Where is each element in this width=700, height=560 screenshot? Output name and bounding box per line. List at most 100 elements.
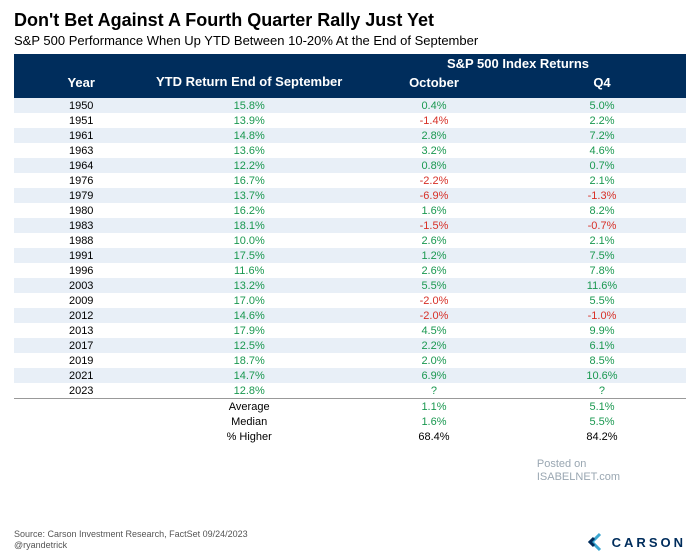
cell-year: 2019 (14, 353, 148, 368)
cell-ytd: 15.8% (148, 98, 350, 113)
cell-q4: 8.2% (518, 203, 686, 218)
cell-oct: -1.4% (350, 113, 518, 128)
table-row: 197616.7%-2.2%2.1% (14, 173, 686, 188)
cell-q4: 7.2% (518, 128, 686, 143)
cell-q4: 2.2% (518, 113, 686, 128)
cell-oct: -2.2% (350, 173, 518, 188)
cell-ytd: 16.7% (148, 173, 350, 188)
cell-year: 1976 (14, 173, 148, 188)
cell-year: 2021 (14, 368, 148, 383)
cell-q4: 7.8% (518, 263, 686, 278)
table-row: 199117.5%1.2%7.5% (14, 248, 686, 263)
cell-ytd: 18.1% (148, 218, 350, 233)
table-row: 201317.9%4.5%9.9% (14, 323, 686, 338)
table-row: 201918.7%2.0%8.5% (14, 353, 686, 368)
table-row: 195015.8%0.4%5.0% (14, 98, 686, 113)
cell-year: 2012 (14, 308, 148, 323)
summary-label: Average (148, 399, 350, 415)
cell-year: 1963 (14, 143, 148, 158)
cell-oct: 1.2% (350, 248, 518, 263)
cell-year: 1961 (14, 128, 148, 143)
carson-logo: CARSON (586, 532, 686, 552)
cell-q4: 8.5% (518, 353, 686, 368)
column-header-ytd: YTD Return End of September (148, 71, 350, 98)
table-row: 200313.2%5.5%11.6% (14, 278, 686, 293)
cell-q4: 10.6% (518, 368, 686, 383)
cell-year: 2017 (14, 338, 148, 353)
cell-year: 1991 (14, 248, 148, 263)
cell-q4: -0.7% (518, 218, 686, 233)
column-header-q4: Q4 (518, 71, 686, 98)
summary-q4: 5.5% (518, 414, 686, 429)
summary-q4: 5.1% (518, 399, 686, 415)
cell-ytd: 12.5% (148, 338, 350, 353)
cell-oct: 5.5% (350, 278, 518, 293)
cell-oct: 4.5% (350, 323, 518, 338)
table-row: 198810.0%2.6%2.1% (14, 233, 686, 248)
cell-ytd: 10.0% (148, 233, 350, 248)
chart-title: Don't Bet Against A Fourth Quarter Rally… (14, 10, 686, 31)
cell-oct: 0.8% (350, 158, 518, 173)
cell-ytd: 14.6% (148, 308, 350, 323)
chart-subtitle: S&P 500 Performance When Up YTD Between … (14, 33, 686, 48)
cell-year: 1980 (14, 203, 148, 218)
table-row: 202114.7%6.9%10.6% (14, 368, 686, 383)
cell-oct: 2.0% (350, 353, 518, 368)
cell-year: 1979 (14, 188, 148, 203)
summary-row: % Higher68.4%84.2% (14, 429, 686, 444)
cell-ytd: 18.7% (148, 353, 350, 368)
cell-oct: 2.6% (350, 233, 518, 248)
cell-q4: -1.0% (518, 308, 686, 323)
summary-row: Median1.6%5.5% (14, 414, 686, 429)
cell-q4: 9.9% (518, 323, 686, 338)
cell-ytd: 16.2% (148, 203, 350, 218)
cell-q4: ? (518, 383, 686, 399)
cell-oct: -2.0% (350, 308, 518, 323)
cell-year: 2013 (14, 323, 148, 338)
cell-oct: 3.2% (350, 143, 518, 158)
cell-oct: 6.9% (350, 368, 518, 383)
cell-q4: 0.7% (518, 158, 686, 173)
cell-oct: 1.6% (350, 203, 518, 218)
source-line2: @ryandetrick (14, 540, 248, 552)
cell-year: 1983 (14, 218, 148, 233)
cell-ytd: 13.6% (148, 143, 350, 158)
table-row: 196313.6%3.2%4.6% (14, 143, 686, 158)
table-row: 201712.5%2.2%6.1% (14, 338, 686, 353)
cell-ytd: 12.8% (148, 383, 350, 399)
watermark-line2: ISABELNET.com (537, 471, 620, 484)
table-row: 202312.8%?? (14, 383, 686, 399)
cell-ytd: 12.2% (148, 158, 350, 173)
source-line1: Source: Carson Investment Research, Fact… (14, 529, 248, 541)
cell-year: 1950 (14, 98, 148, 113)
carson-logo-text: CARSON (612, 535, 686, 550)
cell-ytd: 17.0% (148, 293, 350, 308)
table-row: 196114.8%2.8%7.2% (14, 128, 686, 143)
summary-label: % Higher (148, 429, 350, 444)
summary-label: Median (148, 414, 350, 429)
cell-q4: 6.1% (518, 338, 686, 353)
cell-year: 1964 (14, 158, 148, 173)
cell-ytd: 17.9% (148, 323, 350, 338)
summary-q4: 84.2% (518, 429, 686, 444)
watermark-line1: Posted on (537, 458, 620, 471)
cell-q4: 5.0% (518, 98, 686, 113)
cell-ytd: 17.5% (148, 248, 350, 263)
column-super-header: S&P 500 Index Returns (350, 54, 686, 71)
column-header-year: Year (14, 71, 148, 98)
cell-q4: 5.5% (518, 293, 686, 308)
cell-ytd: 13.9% (148, 113, 350, 128)
summary-oct: 1.6% (350, 414, 518, 429)
table-row: 195113.9%-1.4%2.2% (14, 113, 686, 128)
cell-year: 2003 (14, 278, 148, 293)
cell-year: 1951 (14, 113, 148, 128)
cell-oct: -1.5% (350, 218, 518, 233)
cell-year: 1996 (14, 263, 148, 278)
column-header-october: October (350, 71, 518, 98)
summary-row: Average1.1%5.1% (14, 399, 686, 415)
cell-ytd: 13.2% (148, 278, 350, 293)
table-row: 200917.0%-2.0%5.5% (14, 293, 686, 308)
table-row: 196412.2%0.8%0.7% (14, 158, 686, 173)
table-row: 197913.7%-6.9%-1.3% (14, 188, 686, 203)
cell-q4: 11.6% (518, 278, 686, 293)
